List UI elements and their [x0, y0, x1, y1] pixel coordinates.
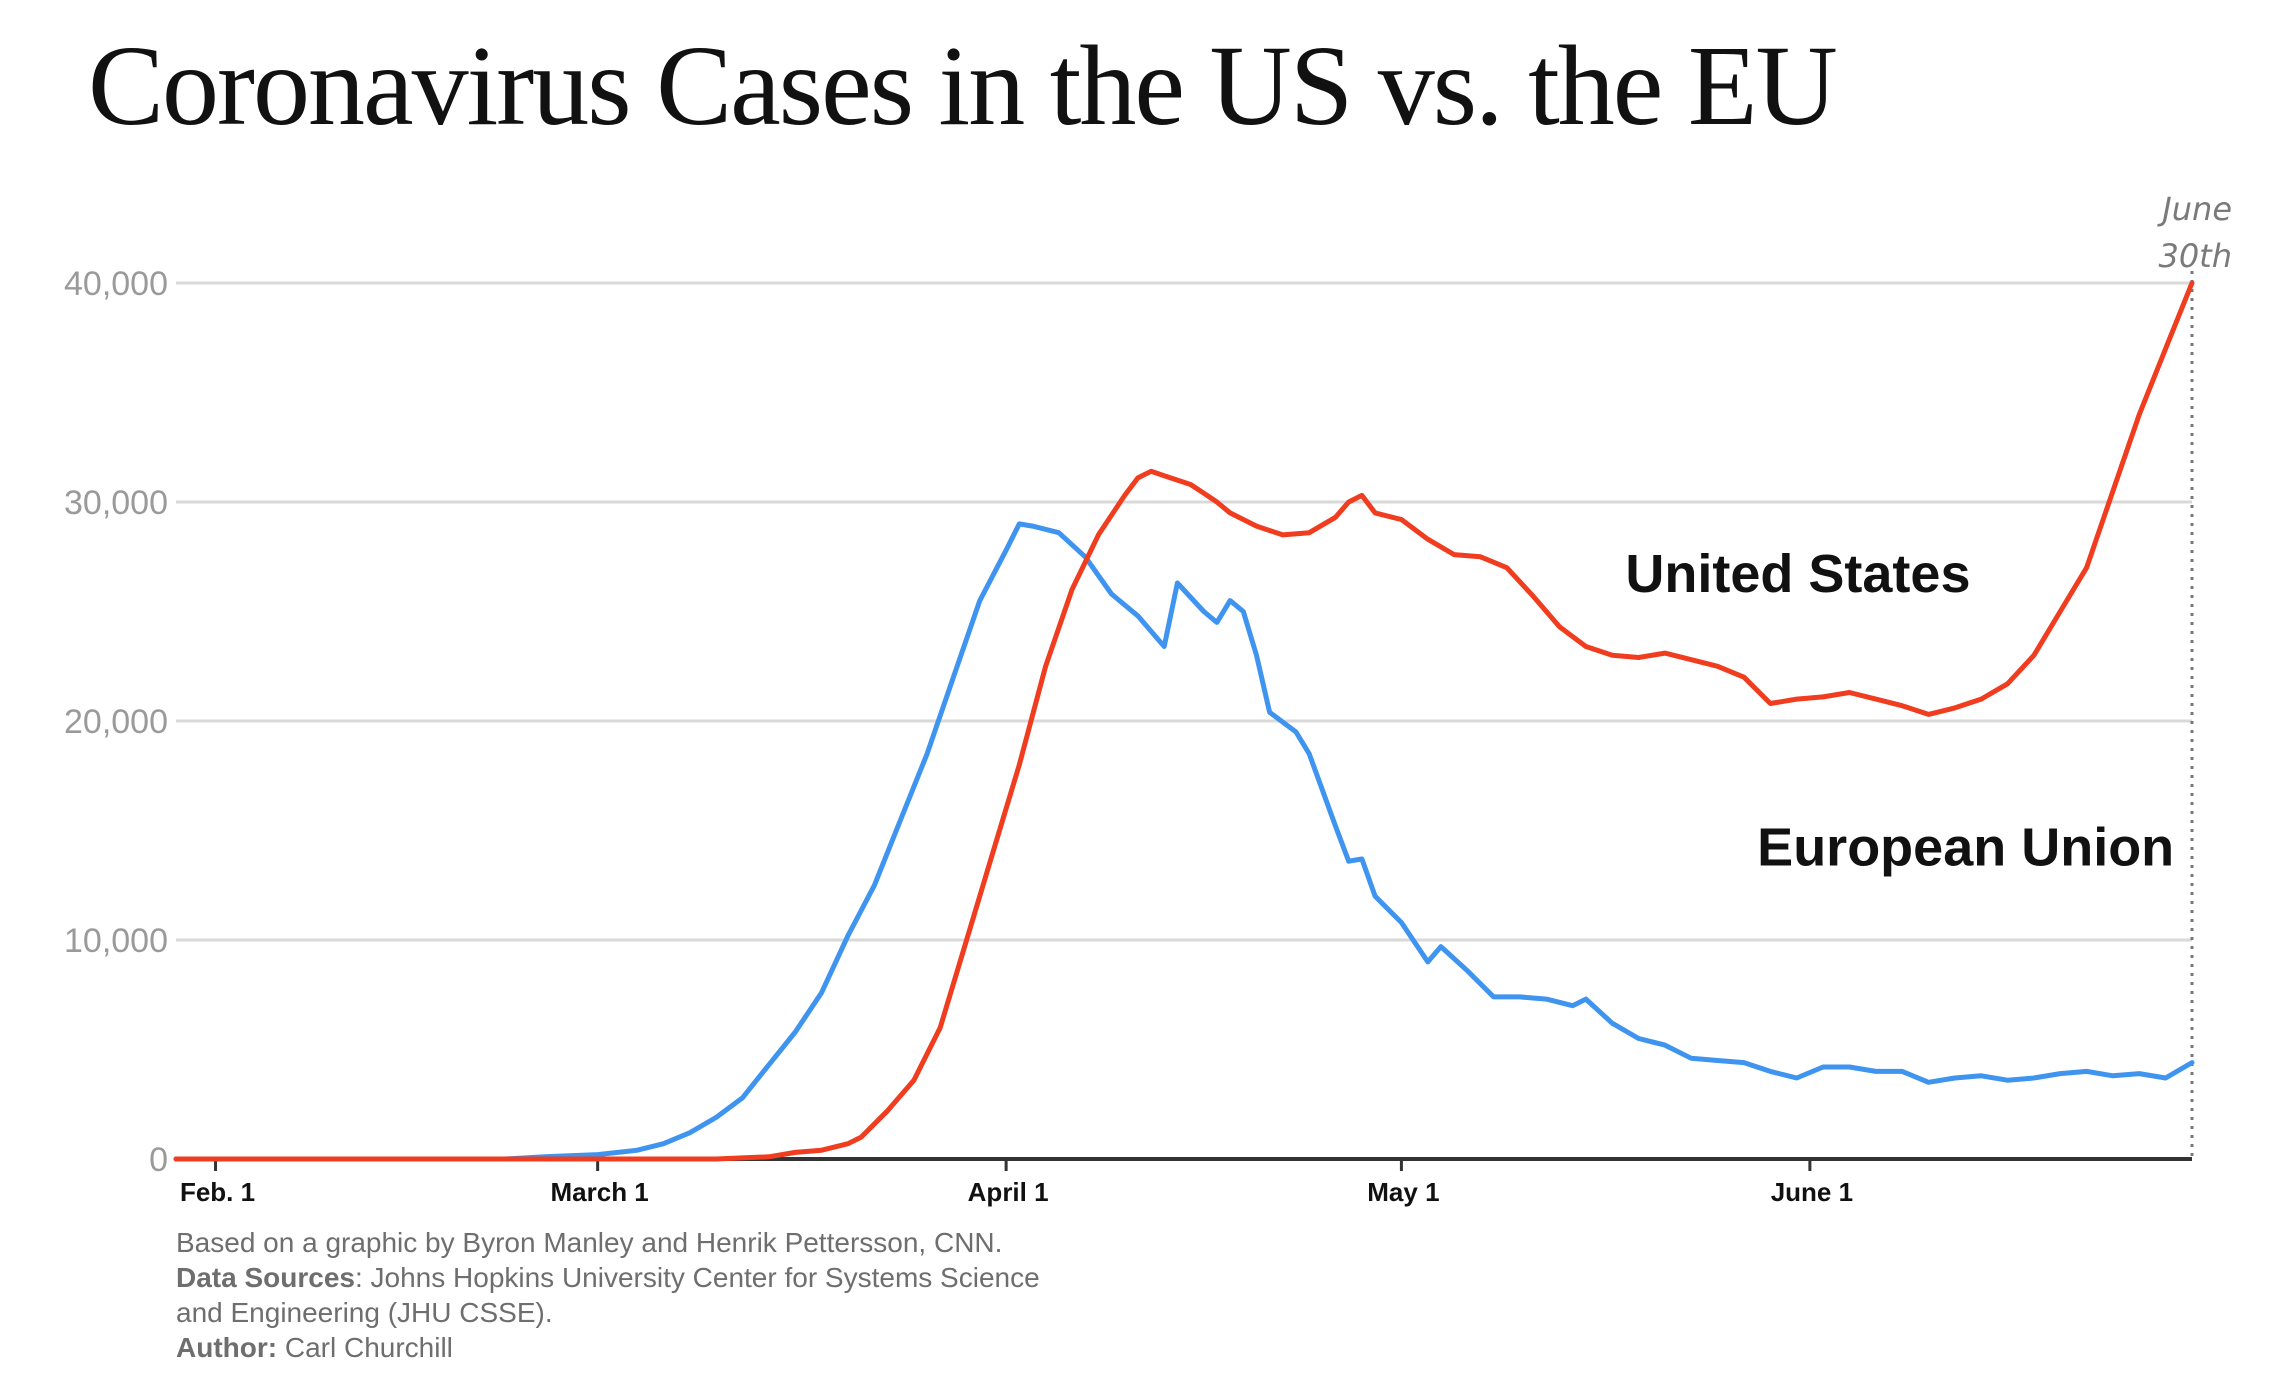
x-tick-label: April 1 [968, 1177, 1049, 1207]
y-axis-ticks: 0 10,000 20,000 30,000 40,000 [64, 265, 168, 1179]
x-axis: Feb. 1 March 1 April 1 May 1 June 1 [176, 1157, 2192, 1207]
sources-label: Data Sources [176, 1262, 355, 1293]
chart-title: Coronavirus Cases in the US vs. the EU [88, 22, 1838, 149]
author-label: Author: [176, 1332, 278, 1363]
y-tick-label: 40,000 [64, 265, 168, 303]
x-tick-label: Feb. 1 [180, 1177, 255, 1207]
date-marker: June 30th [2156, 190, 2232, 1159]
author-text: Carl Churchill [277, 1332, 453, 1363]
series-label-european-union: European Union [1757, 818, 2174, 878]
y-tick-label: 20,000 [64, 703, 168, 741]
y-tick-label: 10,000 [64, 922, 168, 960]
footnote: Based on a graphic by Byron Manley and H… [176, 1225, 1040, 1365]
footnote-sources-cont: and Engineering (JHU CSSE). [176, 1297, 553, 1328]
series-label-united-states: United States [1625, 544, 1970, 604]
y-tick-label: 0 [149, 1141, 168, 1179]
sources-text: : Johns Hopkins University Center for Sy… [354, 1262, 1040, 1293]
footnote-author: Author: Carl Churchill [176, 1330, 1040, 1365]
x-tick-label: May 1 [1367, 1177, 1439, 1207]
marker-label: 30th [2158, 237, 2232, 275]
marker-label: June [2156, 190, 2232, 228]
series-line-united-states [173, 280, 2195, 1162]
x-tick-label: March 1 [551, 1177, 649, 1207]
series-labels: United States European Union [1625, 544, 2174, 878]
gridlines [176, 281, 2192, 942]
x-tick-label: June 1 [1771, 1177, 1853, 1207]
series-lines [173, 280, 2195, 1162]
y-tick-label: 30,000 [64, 484, 168, 522]
footnote-sources: Data Sources: Johns Hopkins University C… [176, 1260, 1040, 1295]
series-line-european-union [173, 521, 2195, 1162]
footnote-credit: Based on a graphic by Byron Manley and H… [176, 1227, 1003, 1258]
